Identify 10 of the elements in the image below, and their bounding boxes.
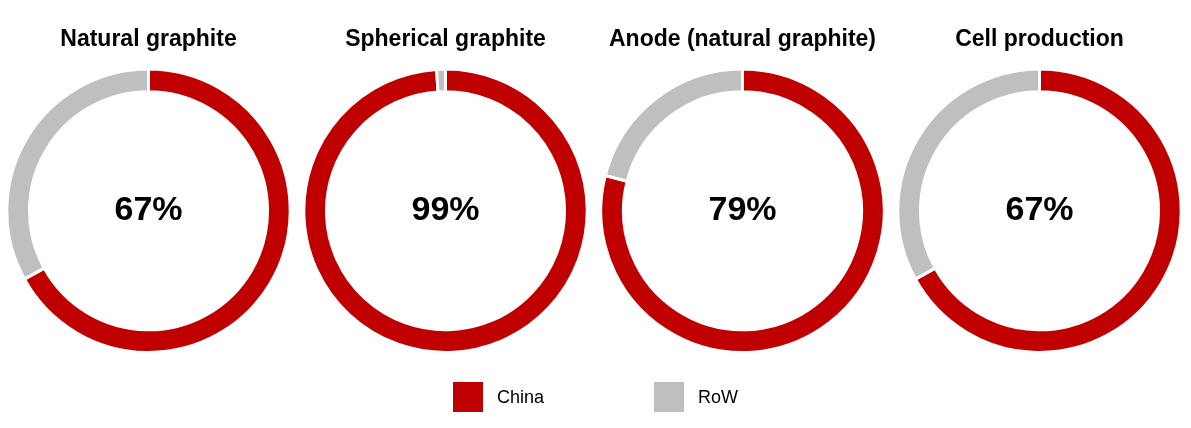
text: 67% xyxy=(1005,189,1074,228)
chart-title: Cell production xyxy=(955,25,1124,52)
legend-label: RoW xyxy=(698,386,739,408)
text: 99% xyxy=(411,189,480,228)
text: 79% xyxy=(708,189,777,228)
text: 67% xyxy=(114,189,183,228)
legend-label: China xyxy=(496,386,545,408)
chart-title: Natural graphite xyxy=(60,25,237,52)
chart-title: Spherical graphite xyxy=(345,25,546,52)
chart-title: Anode (natural graphite) xyxy=(608,25,877,52)
